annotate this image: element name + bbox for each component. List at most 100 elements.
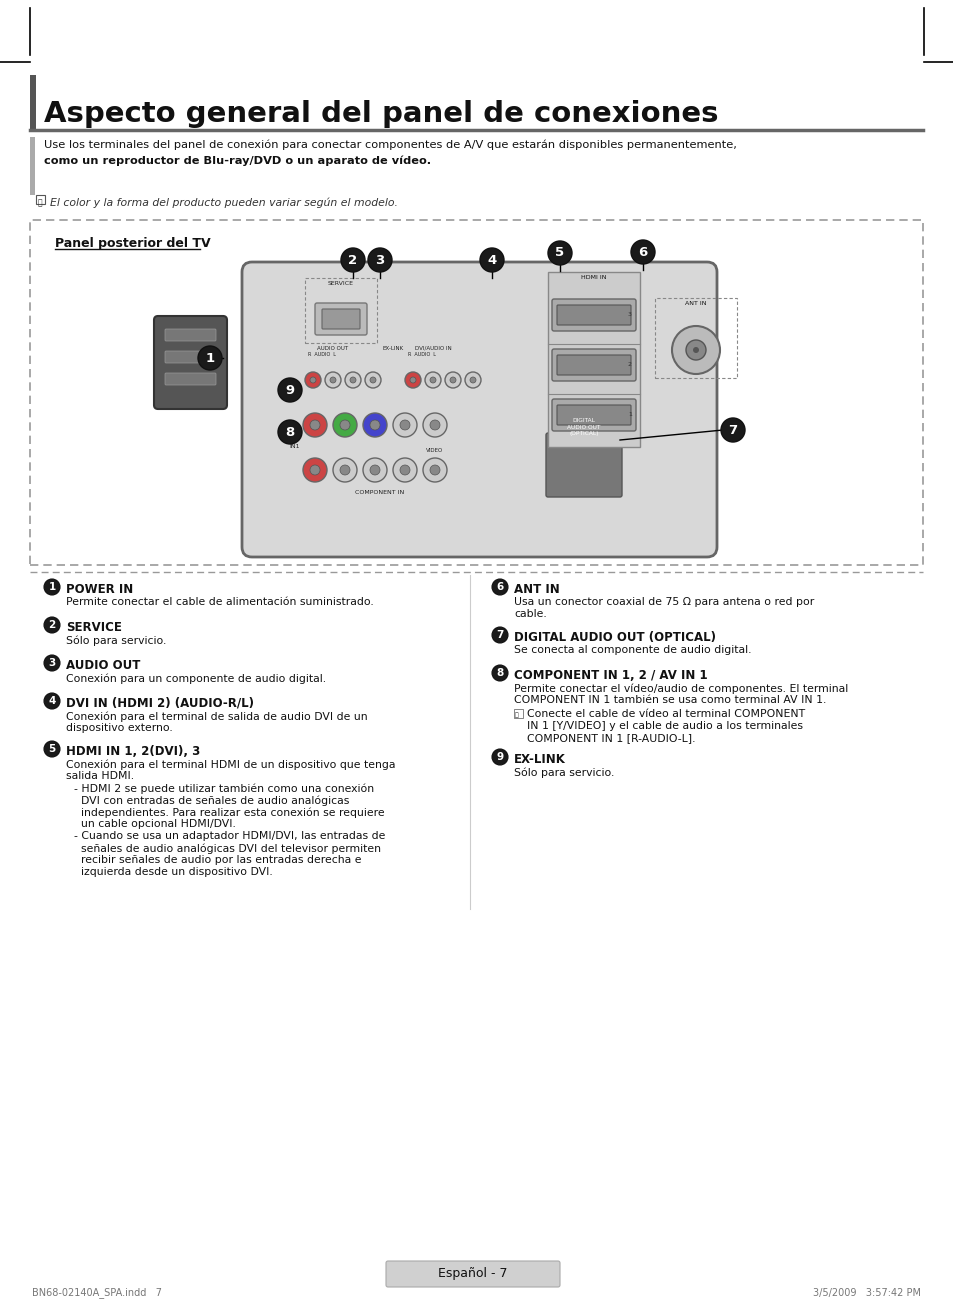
Text: El color y la forma del producto pueden variar según el modelo.: El color y la forma del producto pueden … xyxy=(50,198,397,208)
Ellipse shape xyxy=(720,418,744,441)
Ellipse shape xyxy=(368,248,392,272)
FancyBboxPatch shape xyxy=(552,400,636,431)
Text: Conexión para el terminal de salida de audio DVI de un: Conexión para el terminal de salida de a… xyxy=(66,711,367,722)
Text: izquierda desde un dispositivo DVI.: izquierda desde un dispositivo DVI. xyxy=(74,867,273,876)
Circle shape xyxy=(424,372,440,388)
Text: SERVICE: SERVICE xyxy=(328,282,354,286)
FancyBboxPatch shape xyxy=(35,195,45,204)
Circle shape xyxy=(339,421,350,430)
Text: VIDEO: VIDEO xyxy=(426,448,443,453)
Circle shape xyxy=(303,413,327,438)
Text: Ⓝ: Ⓝ xyxy=(37,198,42,207)
Text: 4: 4 xyxy=(487,254,497,266)
Text: R  AUDIO  L: R AUDIO L xyxy=(408,352,436,358)
Text: independientes. Para realizar esta conexión se requiere: independientes. Para realizar esta conex… xyxy=(74,807,384,817)
Text: Ⓝ: Ⓝ xyxy=(515,713,518,718)
Circle shape xyxy=(310,421,319,430)
Circle shape xyxy=(393,458,416,482)
Text: HDMI IN 1, 2(DVI), 3: HDMI IN 1, 2(DVI), 3 xyxy=(66,745,200,758)
Text: Sólo para servicio.: Sólo para servicio. xyxy=(66,635,166,646)
Circle shape xyxy=(310,377,315,383)
Circle shape xyxy=(671,326,720,373)
Text: BN68-02140A_SPA.indd   7: BN68-02140A_SPA.indd 7 xyxy=(32,1288,162,1298)
Text: salida HDMI.: salida HDMI. xyxy=(66,772,134,781)
Bar xyxy=(30,138,35,195)
Text: 6: 6 xyxy=(638,245,647,258)
FancyBboxPatch shape xyxy=(557,355,630,375)
Circle shape xyxy=(330,377,335,383)
Text: Español - 7: Español - 7 xyxy=(437,1268,507,1280)
Text: Conecte el cable de vídeo al terminal COMPONENT: Conecte el cable de vídeo al terminal CO… xyxy=(526,709,804,719)
Circle shape xyxy=(692,347,699,352)
Text: 2: 2 xyxy=(627,362,631,367)
Circle shape xyxy=(44,617,60,633)
Text: COMPONENT IN: COMPONENT IN xyxy=(355,490,404,495)
Text: Sólo para servicio.: Sólo para servicio. xyxy=(514,766,614,778)
Text: 8: 8 xyxy=(496,668,503,679)
Circle shape xyxy=(365,372,380,388)
Text: 2: 2 xyxy=(49,620,55,630)
Text: 3: 3 xyxy=(627,312,631,317)
Ellipse shape xyxy=(277,379,302,402)
Text: EX-LINK: EX-LINK xyxy=(514,753,565,766)
Ellipse shape xyxy=(479,248,503,272)
Text: 5: 5 xyxy=(49,744,55,755)
Circle shape xyxy=(345,372,360,388)
Circle shape xyxy=(405,372,420,388)
Text: ANT IN: ANT IN xyxy=(514,583,559,596)
FancyBboxPatch shape xyxy=(513,709,523,718)
Circle shape xyxy=(393,413,416,438)
Text: EX-LINK: EX-LINK xyxy=(382,346,403,351)
Circle shape xyxy=(370,377,375,383)
FancyBboxPatch shape xyxy=(153,316,227,409)
Circle shape xyxy=(44,579,60,595)
Text: 6: 6 xyxy=(496,582,503,592)
Circle shape xyxy=(464,372,480,388)
Text: Permite conectar el vídeo/audio de componentes. El terminal: Permite conectar el vídeo/audio de compo… xyxy=(514,683,847,693)
Circle shape xyxy=(492,627,507,643)
Circle shape xyxy=(303,458,327,482)
Text: dispositivo externo.: dispositivo externo. xyxy=(66,723,172,734)
Circle shape xyxy=(305,372,320,388)
FancyBboxPatch shape xyxy=(386,1262,559,1286)
Text: AUDIO OUT: AUDIO OUT xyxy=(66,659,140,672)
Circle shape xyxy=(450,377,456,383)
FancyBboxPatch shape xyxy=(557,305,630,325)
Text: 1: 1 xyxy=(627,413,631,417)
Circle shape xyxy=(44,655,60,671)
Text: Conexión para un componente de audio digital.: Conexión para un componente de audio dig… xyxy=(66,673,326,684)
Circle shape xyxy=(363,458,387,482)
Text: COMPONENT IN 1, 2 / AV IN 1: COMPONENT IN 1, 2 / AV IN 1 xyxy=(514,669,707,683)
Circle shape xyxy=(310,465,319,476)
Circle shape xyxy=(410,377,416,383)
Text: COMPONENT IN 1 [R-AUDIO-L].: COMPONENT IN 1 [R-AUDIO-L]. xyxy=(526,734,695,743)
Text: 1: 1 xyxy=(49,582,55,592)
FancyBboxPatch shape xyxy=(314,303,367,335)
Text: AUDIO OUT: AUDIO OUT xyxy=(317,346,348,351)
Text: COMPONENT IN 1 también se usa como terminal AV IN 1.: COMPONENT IN 1 también se usa como termi… xyxy=(514,696,825,705)
Circle shape xyxy=(492,749,507,765)
Text: 8: 8 xyxy=(285,426,294,439)
Text: señales de audio analógicas DVI del televisor permiten: señales de audio analógicas DVI del tele… xyxy=(74,844,380,854)
Text: DVI IN (HDMI 2) (AUDIO-R/L): DVI IN (HDMI 2) (AUDIO-R/L) xyxy=(66,697,253,710)
Circle shape xyxy=(430,421,439,430)
Circle shape xyxy=(339,465,350,476)
Text: 4: 4 xyxy=(49,696,55,706)
Circle shape xyxy=(44,741,60,757)
Bar xyxy=(30,75,36,130)
Text: Conexión para el terminal HDMI de un dispositivo que tenga: Conexión para el terminal HDMI de un dis… xyxy=(66,758,395,769)
FancyBboxPatch shape xyxy=(242,262,717,557)
Circle shape xyxy=(399,465,410,476)
Text: ANT IN: ANT IN xyxy=(684,301,706,307)
Text: un cable opcional HDMI/DVI.: un cable opcional HDMI/DVI. xyxy=(74,819,235,829)
Circle shape xyxy=(492,579,507,595)
Text: 5: 5 xyxy=(555,246,564,259)
Text: Panel posterior del TV: Panel posterior del TV xyxy=(55,237,211,250)
Text: 3/5/2009   3:57:42 PM: 3/5/2009 3:57:42 PM xyxy=(812,1288,920,1298)
FancyBboxPatch shape xyxy=(557,405,630,424)
Circle shape xyxy=(470,377,476,383)
Circle shape xyxy=(44,693,60,709)
Ellipse shape xyxy=(340,248,365,272)
FancyBboxPatch shape xyxy=(165,373,215,385)
Text: HDMI IN: HDMI IN xyxy=(580,275,606,280)
